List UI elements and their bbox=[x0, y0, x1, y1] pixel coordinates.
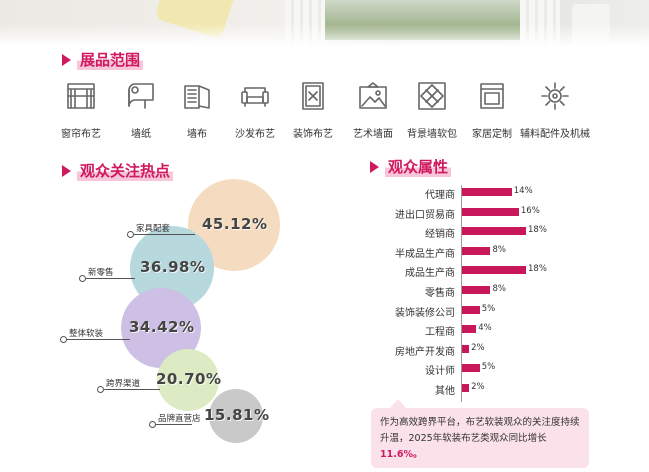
hotspot-leader-line bbox=[156, 424, 192, 425]
category-label: 艺术墙面 bbox=[353, 129, 393, 140]
growth-note: 作为高效跨界平台，布艺软装观众的关注度持续升温，2025年软装布艺类观众同比增长… bbox=[371, 408, 589, 468]
hotspot-value-label: 15.81% bbox=[204, 406, 270, 424]
audience-category-label: 经销商 bbox=[425, 229, 455, 241]
hero-fade bbox=[0, 24, 649, 46]
note-highlight: 11.6%。 bbox=[380, 449, 423, 460]
audience-value-label: 2% bbox=[471, 342, 485, 353]
audience-category-label: 半成品生产商 bbox=[395, 248, 455, 260]
wallpaper-roll-icon bbox=[125, 80, 157, 116]
category-label: 沙发布艺 bbox=[235, 129, 275, 140]
curtain-icon bbox=[65, 80, 97, 116]
audience-category-label: 零售商 bbox=[425, 288, 455, 299]
note-tail bbox=[389, 399, 407, 409]
audience-bar bbox=[462, 305, 480, 314]
hotspot-category-label: 整体软装 bbox=[69, 329, 104, 339]
audience-section-title: 观众属性 bbox=[370, 156, 452, 177]
audience-category-label: 其他 bbox=[435, 386, 455, 397]
audience-title-text: 观众属性 bbox=[385, 156, 452, 177]
audience-value-label: 8% bbox=[492, 244, 506, 255]
hotspot-leader-dot bbox=[127, 231, 134, 238]
triangle-bullet-icon bbox=[62, 164, 71, 177]
hotspot-category-label: 新零售 bbox=[88, 268, 114, 278]
hotspot-leader-line bbox=[86, 278, 135, 279]
audience-bar bbox=[462, 207, 519, 216]
category-label: 家居定制 bbox=[472, 129, 512, 140]
hotspot-leader-dot bbox=[60, 336, 67, 343]
audience-bar bbox=[462, 266, 526, 275]
audience-bar bbox=[462, 364, 480, 373]
audience-bar bbox=[462, 246, 491, 255]
hotspot-section-title: 观众关注热点 bbox=[62, 160, 174, 181]
hotspot-value-label: 20.70% bbox=[156, 370, 222, 388]
decorative-cloth-icon bbox=[297, 80, 329, 116]
audience-value-label: 5% bbox=[481, 303, 496, 314]
hotspot-leader-dot bbox=[97, 386, 104, 393]
audience-bar bbox=[462, 344, 470, 353]
sofa-icon bbox=[239, 80, 271, 116]
audience-category-label: 工程商 bbox=[425, 327, 455, 339]
hotspot-bubble bbox=[156, 348, 220, 412]
audience-bar bbox=[462, 227, 526, 236]
hotspot-leader-dot bbox=[149, 421, 156, 428]
audience-category-label: 房地产开发商 bbox=[395, 346, 455, 358]
audience-value-label: 2% bbox=[471, 382, 485, 392]
category-item: 窗帘布艺 bbox=[46, 80, 116, 140]
hotspot-value-label: 45.12% bbox=[202, 215, 268, 233]
category-label: 辅料配件及机械 bbox=[520, 129, 590, 140]
category-item: 墙纸 bbox=[106, 80, 176, 140]
category-item: 墙布 bbox=[162, 80, 232, 140]
audience-value-label: 5% bbox=[481, 362, 496, 373]
audience-category-label: 成品生产商 bbox=[405, 268, 455, 280]
hotspot-category-label: 跨界渠道 bbox=[106, 379, 141, 389]
category-item: 辅料配件及机械 bbox=[520, 80, 590, 140]
audience-bar bbox=[462, 286, 491, 294]
audience-value-label: 8% bbox=[492, 284, 506, 294]
scope-title-text: 展品范围 bbox=[77, 49, 144, 70]
hero-photo bbox=[0, 0, 649, 46]
category-item: 家居定制 bbox=[457, 80, 527, 140]
hotspot-value-label: 34.42% bbox=[129, 318, 195, 336]
audience-value-label: 18% bbox=[528, 225, 547, 236]
audience-category-label: 代理商 bbox=[425, 190, 455, 201]
category-label: 装饰布艺 bbox=[293, 129, 333, 140]
audience-category-label: 进出口贸易商 bbox=[395, 209, 455, 221]
cabinet-icon bbox=[476, 80, 508, 116]
category-item: 沙发布艺 bbox=[220, 80, 290, 140]
category-item: 艺术墙面 bbox=[338, 80, 408, 140]
category-label: 墙布 bbox=[187, 129, 207, 140]
hotspot-leader-dot bbox=[79, 275, 86, 282]
hotspot-category-label: 家具配套 bbox=[136, 224, 171, 234]
hotspot-bubble bbox=[208, 388, 264, 444]
audience-value-label: 4% bbox=[478, 323, 492, 334]
audience-category-label: 设计师 bbox=[425, 366, 455, 378]
triangle-bullet-icon bbox=[62, 53, 71, 66]
wallcloth-roll-icon bbox=[181, 80, 213, 116]
audience-bar bbox=[462, 384, 470, 392]
hotspot-value-label: 36.98% bbox=[140, 258, 206, 276]
scope-section-title: 展品范围 bbox=[62, 49, 144, 70]
hotspot-leader-line bbox=[104, 389, 160, 390]
audience-bar bbox=[462, 325, 477, 334]
art-wall-icon bbox=[357, 80, 389, 116]
category-label: 窗帘布艺 bbox=[61, 129, 101, 140]
hotspot-leader-line bbox=[134, 234, 195, 235]
bar-axis bbox=[461, 185, 462, 402]
note-text: 作为高效跨界平台，布艺软装观众的关注度持续升温，2025年软装布艺类观众同比增长 bbox=[380, 417, 580, 444]
hotspot-leader-line bbox=[67, 339, 130, 340]
audience-value-label: 18% bbox=[528, 264, 547, 275]
category-label: 背景墙软包 bbox=[407, 129, 457, 140]
category-item: 装饰布艺 bbox=[278, 80, 348, 140]
category-label: 墙纸 bbox=[131, 129, 151, 140]
audience-value-label: 14% bbox=[513, 186, 533, 196]
hotspot-category-label: 品牌直营店 bbox=[158, 414, 201, 424]
audience-bar bbox=[462, 188, 512, 196]
category-item: 背景墙软包 bbox=[397, 80, 467, 140]
padded-wall-icon bbox=[416, 80, 448, 116]
gear-icon bbox=[539, 80, 571, 116]
triangle-bullet-icon bbox=[370, 160, 379, 173]
audience-value-label: 16% bbox=[520, 205, 540, 216]
audience-category-label: 装饰装修公司 bbox=[395, 307, 455, 319]
hotspot-title-text: 观众关注热点 bbox=[77, 160, 174, 181]
